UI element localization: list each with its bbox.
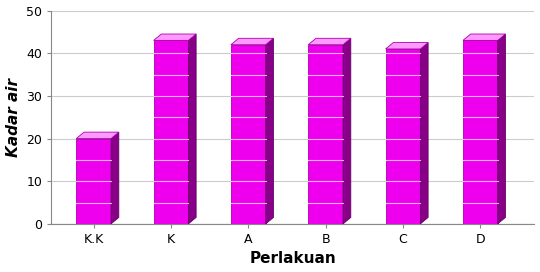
Polygon shape	[463, 41, 498, 224]
X-axis label: Perlakuan: Perlakuan	[249, 251, 336, 267]
Polygon shape	[231, 45, 266, 224]
Polygon shape	[308, 38, 351, 45]
Polygon shape	[76, 132, 119, 138]
Polygon shape	[420, 42, 428, 224]
Polygon shape	[153, 34, 196, 41]
Polygon shape	[231, 38, 273, 45]
Polygon shape	[153, 41, 188, 224]
Polygon shape	[111, 132, 119, 224]
Y-axis label: Kadar air: Kadar air	[5, 78, 21, 157]
Polygon shape	[386, 42, 428, 49]
Polygon shape	[76, 138, 111, 224]
Polygon shape	[343, 38, 351, 224]
Polygon shape	[498, 34, 505, 224]
Polygon shape	[386, 49, 420, 224]
Polygon shape	[188, 34, 196, 224]
Polygon shape	[266, 38, 273, 224]
Polygon shape	[463, 34, 505, 41]
Polygon shape	[308, 45, 343, 224]
